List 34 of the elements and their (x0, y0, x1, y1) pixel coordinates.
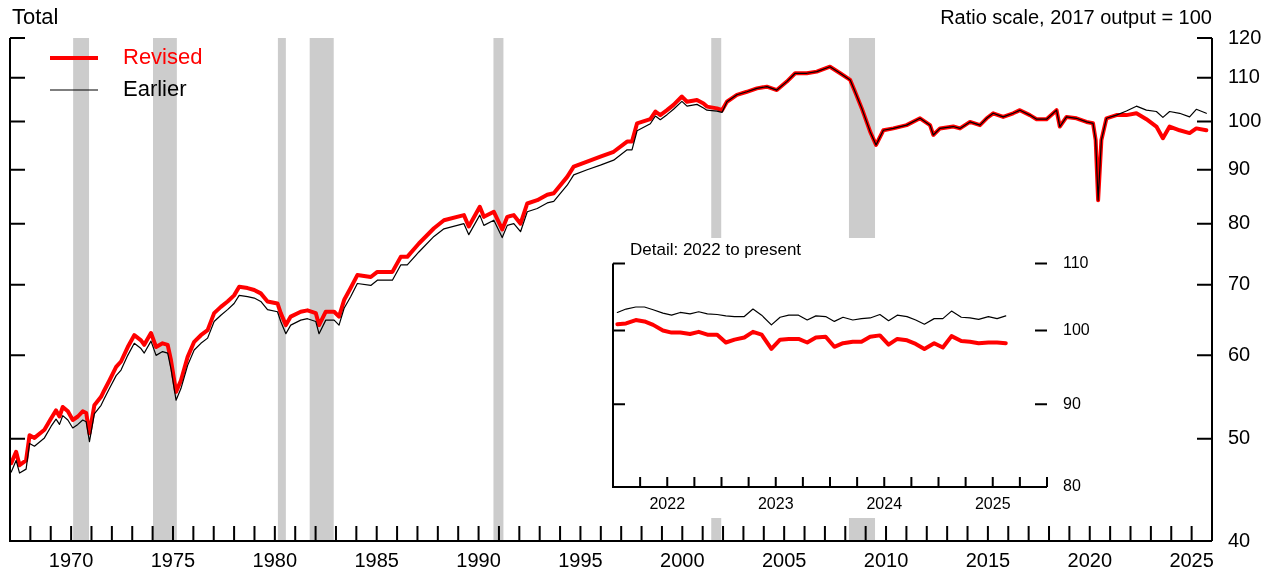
y-tick-label: 100 (1228, 108, 1262, 131)
x-tick-label: 2000 (660, 548, 705, 571)
y-tick-label: 90 (1063, 394, 1081, 412)
x-tick-label: 2005 (761, 548, 807, 571)
y-tick-label: 80 (1228, 211, 1251, 234)
x-tick-label: 1995 (558, 548, 603, 571)
chart-title: Total (12, 4, 59, 30)
y-tick-label: 50 (1228, 426, 1251, 449)
x-tick-label: 1985 (354, 548, 399, 571)
y-tick-label: 110 (1063, 254, 1089, 272)
text: Ratio scale, 2017 output = 100 (940, 5, 1212, 28)
x-tick-label: 2024 (866, 495, 903, 513)
y-tick-label: 110 (1228, 65, 1260, 88)
x-tick-label: 2015 (965, 548, 1011, 571)
legend-label: Revised (123, 44, 203, 70)
x-tick-label: 1980 (252, 548, 298, 571)
legend-label: Earlier (123, 76, 187, 102)
y-tick-label: 70 (1228, 272, 1251, 295)
x-tick-label: 2010 (863, 548, 909, 571)
x-tick-label: 1975 (150, 548, 196, 571)
x-tick-label: 2022 (649, 495, 686, 513)
y-tick-label: 100 (1063, 320, 1090, 338)
chart-title: Detail: 2022 to present (630, 239, 802, 259)
y-tick-label: 60 (1228, 342, 1251, 365)
y-tick-label: 40 (1228, 528, 1251, 551)
x-tick-label: 1970 (48, 548, 94, 571)
x-tick-label: 1990 (456, 548, 501, 571)
x-tick-label: 2025 (1169, 548, 1214, 571)
y-tick-label: 90 (1228, 157, 1251, 180)
x-tick-label: 2023 (757, 495, 794, 513)
x-tick-label: 2025 (974, 495, 1011, 513)
y-tick-label: 80 (1063, 477, 1081, 495)
x-tick-label: 2020 (1067, 548, 1113, 571)
y-tick-label: 120 (1228, 25, 1262, 48)
